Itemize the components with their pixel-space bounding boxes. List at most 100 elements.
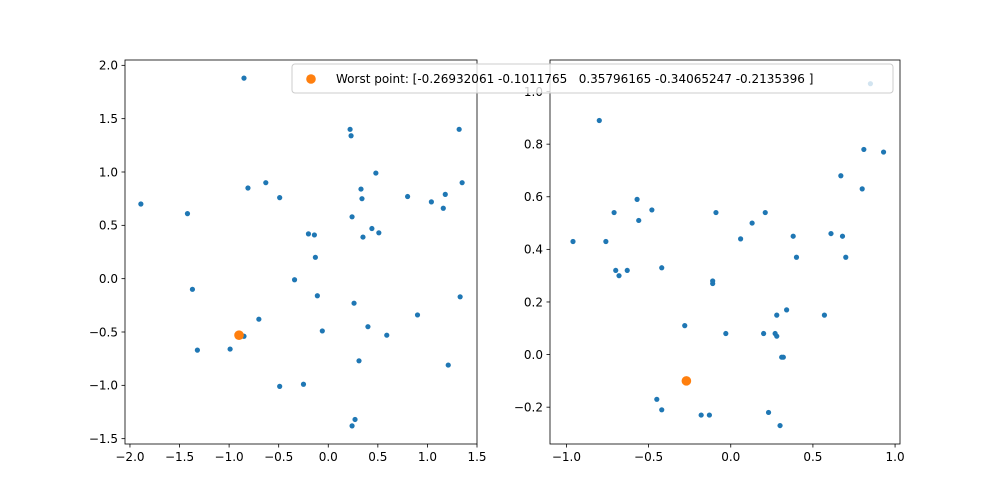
data-point [780, 354, 786, 360]
data-point [311, 232, 317, 238]
data-point [373, 170, 379, 176]
data-point [761, 330, 767, 337]
y-tick-label: 0.6 [524, 190, 543, 204]
y-tick-label: 0.5 [99, 219, 118, 233]
legend-label: Worst point: [-0.26932061 -0.1011765 0.3… [336, 72, 813, 86]
data-point [710, 278, 716, 284]
data-point [859, 186, 865, 192]
x-tick-label: 0.0 [721, 450, 740, 464]
y-tick-label: 0.8 [524, 137, 543, 151]
data-point [613, 267, 619, 274]
data-point [793, 254, 800, 260]
data-point [184, 211, 191, 217]
data-point [784, 307, 790, 313]
data-point [352, 416, 358, 423]
legend-frame [291, 63, 894, 94]
data-point [245, 185, 251, 191]
y-tick-label: 1.5 [99, 112, 118, 126]
x-tick-label: −2.0 [115, 450, 144, 464]
worst-point [681, 376, 692, 386]
data-point [659, 407, 665, 413]
data-point [442, 191, 448, 197]
legend: Worst point: [-0.26932061 -0.1011765 0.3… [291, 63, 894, 94]
data-point [777, 422, 783, 429]
data-point [456, 126, 462, 132]
data-point [880, 149, 887, 155]
y-tick-label: −0.2 [514, 400, 543, 414]
subplot-2: −1.0−0.50.00.51.0−0.20.00.20.40.60.81.0 [514, 59, 905, 464]
subplot-1: −2.0 −1.5 −1.0 −0.5 0.0 0.5 1.0 1.5 −1.5 −1.0 −0.5… [89, 59, 487, 464]
y-tick-label: −1.5 [89, 432, 118, 446]
data-point [351, 300, 357, 306]
data-point [616, 273, 622, 279]
data-point [649, 207, 655, 213]
data-point [349, 214, 355, 220]
y-tick-label: 0.0 [99, 272, 118, 286]
data-point [596, 117, 602, 124]
y-tick-label: 0.0 [524, 348, 543, 362]
data-point [713, 209, 719, 216]
data-point [314, 293, 320, 299]
data-point [457, 294, 463, 300]
data-point [698, 412, 704, 418]
y-tick-label: 0.2 [524, 295, 543, 309]
data-point [189, 286, 196, 292]
data-point [365, 324, 371, 330]
data-point [570, 238, 576, 245]
data-point [359, 196, 365, 202]
data-point [319, 328, 325, 334]
data-point [738, 236, 744, 242]
data-point [459, 180, 465, 186]
data-point [138, 201, 144, 207]
data-point [305, 231, 312, 237]
data-point [828, 230, 834, 237]
data-point [603, 238, 609, 245]
data-point [349, 423, 355, 429]
axes-frame [124, 59, 478, 445]
data-point [659, 265, 665, 271]
y-tick-label: −0.5 [89, 325, 118, 339]
x-tick-label: −1.5 [165, 450, 194, 464]
data-point [277, 195, 283, 201]
y-tick-label: 0.4 [524, 243, 543, 257]
x-tick-label: 0.5 [368, 450, 387, 464]
worst-point [234, 330, 244, 341]
data-point [263, 180, 269, 186]
axes-frame [549, 59, 901, 445]
data-point [300, 381, 307, 387]
data-point [749, 220, 755, 226]
data-point [312, 254, 318, 260]
data-point [256, 316, 262, 322]
data-point [706, 412, 712, 418]
data-point [404, 193, 411, 200]
x-tick-label: 0.5 [803, 450, 822, 464]
x-tick-label: −0.5 [634, 450, 663, 464]
data-point [774, 333, 780, 339]
y-tick-label: 1.0 [99, 165, 118, 179]
data-point [774, 312, 780, 318]
x-tick-label: 1.0 [886, 450, 905, 464]
data-point [369, 225, 375, 232]
data-point [445, 362, 451, 368]
y-tick-label: 2.0 [99, 59, 118, 73]
data-point [227, 346, 233, 352]
data-point [682, 323, 688, 329]
data-point [762, 209, 768, 216]
data-point [241, 75, 247, 81]
data-point [194, 347, 200, 353]
data-point [440, 205, 446, 211]
x-tick-label: −1.0 [552, 450, 581, 464]
x-tick-label: −0.5 [264, 450, 293, 464]
data-point [843, 254, 849, 260]
data-point [414, 312, 421, 318]
data-point [654, 396, 660, 402]
data-point [348, 133, 354, 139]
data-point [291, 277, 298, 283]
data-point [624, 267, 630, 274]
data-point [384, 332, 390, 338]
x-tick-label: 1.0 [418, 450, 437, 464]
data-point [611, 209, 617, 216]
data-point [376, 230, 382, 236]
data-point [838, 173, 844, 179]
data-point [765, 409, 772, 416]
